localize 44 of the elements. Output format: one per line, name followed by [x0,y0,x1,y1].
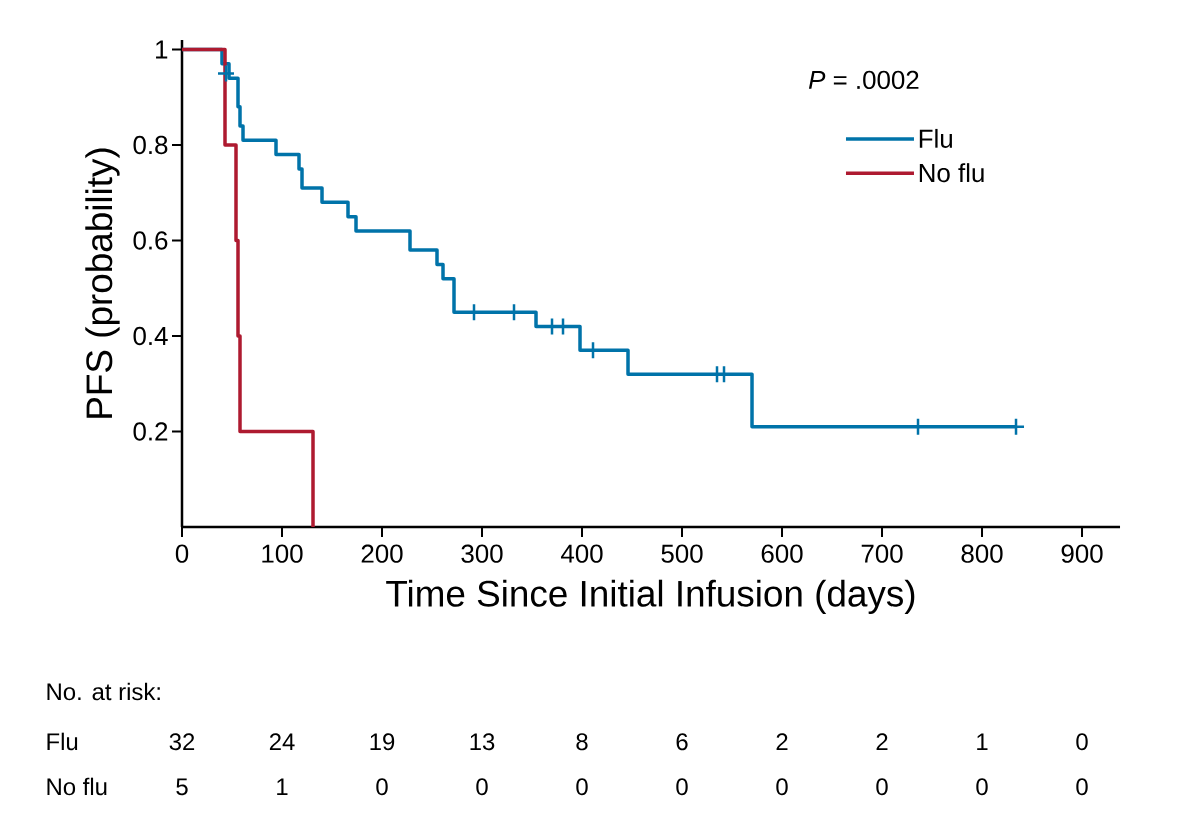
y-axis-title: PFS (probability) [85,148,120,418]
text: 19 [370,733,395,751]
text: 8 [576,733,588,751]
y-tick-label: 0.8 [133,135,168,155]
text: 5 [176,778,188,796]
x-tick-label: 600 [761,544,803,563]
x-tick-label: 700 [861,544,903,563]
x-tick-label: 800 [961,544,1003,563]
text: No. at risk: [47,682,160,701]
text: 0 [776,778,788,796]
text: 13 [470,733,495,751]
text: 32 [169,733,195,751]
text: 0 [376,778,388,796]
x-tick-label: 200 [361,544,403,563]
y-tick-label: 0.2 [133,422,168,441]
text: 2 [776,733,788,750]
x-tick-label: 500 [661,544,703,563]
x-tick-label: 900 [1061,544,1103,563]
text: 0 [1076,733,1088,751]
text: No flu [47,777,107,796]
x-tick-label: 300 [461,544,503,563]
x-tick-label: 0 [175,544,189,563]
text: 6 [676,733,688,751]
y-tick-label: 0.6 [133,231,168,250]
text: 0 [676,778,688,796]
x-axis-title: Time Since Initial Infusion (days) [386,579,915,615]
text: 0 [876,778,888,796]
text: 0 [976,778,988,796]
x-tick-label: 100 [262,544,303,563]
text: Flu [47,732,78,751]
text: 0 [1076,778,1088,796]
text: 1 [277,778,288,795]
text: 1 [977,733,988,750]
text: 0 [476,778,488,796]
y-tick-label: 0.4 [133,326,168,346]
text: 24 [269,733,295,750]
point [216,64,236,83]
x-tick-label: 400 [560,544,603,563]
legend-label: No flu [919,163,984,183]
text: 2 [876,733,888,750]
y-tick-label: 1 [156,40,168,59]
annotation: P = .0002 [808,70,919,90]
text: 0 [576,778,588,796]
legend-label: Flu [919,128,952,148]
